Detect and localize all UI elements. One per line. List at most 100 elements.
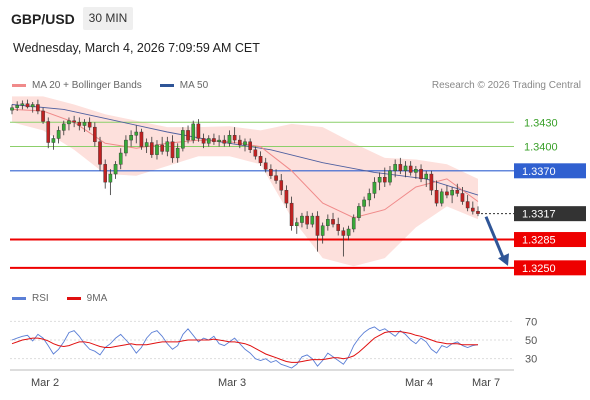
candle-body (434, 190, 439, 204)
rsi-tick-50: 50 (525, 335, 537, 347)
candle-body (279, 180, 284, 191)
candle-body (227, 135, 232, 144)
level-label-1.3370: 1.3370 (522, 166, 556, 178)
candle-body (170, 141, 175, 159)
time-axis: Mar 2 Mar 3 Mar 4 Mar 7 (10, 369, 514, 389)
candle-body (82, 122, 87, 126)
current-price-label: 1.3317 (522, 209, 556, 221)
candle-body (36, 104, 40, 112)
rsi-series-9ma (11, 331, 478, 363)
candle-body (372, 181, 377, 194)
candle-body (398, 164, 403, 172)
bollinger-band (12, 96, 478, 267)
candle-body (377, 177, 382, 183)
forecast-arrow-shaft (484, 216, 506, 261)
candle-body (403, 165, 408, 172)
candle-body (315, 215, 320, 236)
candle-body (429, 173, 434, 191)
timeframe-button[interactable]: 30 MIN (83, 7, 133, 30)
candle-body (56, 130, 61, 139)
legend-item-rsi: RSI (12, 293, 49, 304)
candle-body (25, 103, 30, 108)
candle-body (144, 142, 149, 147)
candle-body (10, 107, 14, 111)
candle-body (300, 215, 304, 223)
candle-body (61, 123, 66, 131)
candle-body (357, 206, 361, 218)
price-legend: MA 20 + Bollinger Bands MA 50 (12, 80, 226, 91)
candle-body (471, 207, 475, 212)
candle-body (331, 219, 335, 225)
candle-body (367, 193, 372, 201)
level-label-1.3285: 1.3285 (522, 235, 556, 247)
candle-body (20, 103, 25, 106)
symbol-title: GBP/USD (11, 11, 75, 27)
candle-body (201, 138, 206, 144)
candle-body (217, 139, 221, 142)
candle-body (108, 173, 113, 183)
price-panel: 1.3430 1.3400 1.3370 1.3285 1.3250 1.3317 (10, 96, 586, 276)
candle-body (134, 131, 139, 136)
candle-body (118, 152, 123, 165)
candle-body (289, 202, 294, 226)
candle-body (46, 121, 51, 143)
candle-body (139, 131, 144, 147)
chart-header: GBP/USD 30 MIN (0, 0, 590, 36)
candle-body (476, 211, 480, 214)
candle-body (103, 164, 108, 183)
rsi-tick-70: 70 (525, 316, 537, 328)
candle-body (232, 135, 237, 141)
x-tick-mar3: Mar 3 (218, 377, 246, 389)
legend-label-9ma: 9MA (86, 293, 108, 304)
candle-body (320, 225, 325, 236)
rsi-panel: 70 50 30 (10, 316, 537, 369)
candle-body (424, 173, 429, 180)
level-label-1.3400: 1.3400 (524, 142, 558, 154)
candle-body (388, 170, 392, 183)
candle-body (196, 123, 201, 139)
candle-body (160, 144, 164, 152)
candle-body (408, 165, 413, 173)
legend-label-ma20: MA 20 + Bollinger Bands (32, 80, 142, 91)
candle-body (326, 219, 330, 226)
candle-body (212, 138, 216, 142)
candle-body (445, 191, 449, 196)
candle-body (149, 142, 154, 155)
candle-body (30, 104, 35, 108)
legend-item-9ma: 9MA (66, 293, 108, 304)
candle-body (87, 122, 92, 128)
ma9-swatch (66, 297, 81, 300)
candle-body (129, 135, 133, 141)
level-label-1.3250: 1.3250 (522, 263, 556, 275)
forecast-arrow-head (498, 253, 509, 266)
timestamp: Wednesday, March 4, 2026 7:09:59 AM CET (13, 41, 260, 55)
candle-body (222, 139, 227, 144)
legend-label-ma50: MA 50 (179, 80, 209, 91)
candle-body (113, 164, 118, 175)
candle-body (248, 141, 252, 150)
candle-body (77, 122, 82, 126)
candle-body (181, 130, 185, 149)
candle-body (165, 141, 170, 152)
candle-body (98, 141, 102, 165)
candle-body (341, 230, 346, 236)
candle-body (351, 217, 356, 230)
candle-body (393, 164, 397, 172)
candle-body (175, 147, 180, 159)
candle-body (238, 139, 242, 146)
candle-body (124, 139, 128, 154)
candle-body (51, 138, 56, 143)
rsi-legend: RSI 9MA (12, 293, 125, 304)
candle-body (310, 215, 315, 225)
candle-body (72, 120, 76, 123)
candle-body (253, 149, 258, 157)
candle-body (294, 222, 299, 226)
candle-body (67, 120, 71, 125)
rsi-series-rsi (11, 326, 479, 369)
x-tick-mar4: Mar 4 (405, 377, 433, 389)
candle-body (284, 190, 289, 204)
candle-body (191, 123, 196, 141)
candle-body (274, 175, 278, 181)
candle-body (243, 141, 247, 146)
